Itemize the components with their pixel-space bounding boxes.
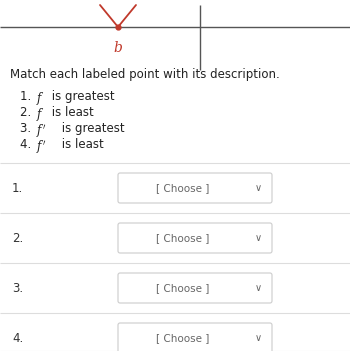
Text: $f'$: $f'$ <box>36 138 46 155</box>
Text: ∨: ∨ <box>254 183 261 193</box>
FancyBboxPatch shape <box>118 323 272 351</box>
Text: ∨: ∨ <box>254 333 261 343</box>
Text: $f$: $f$ <box>36 106 45 123</box>
Text: [ Choose ]: [ Choose ] <box>156 283 210 293</box>
FancyBboxPatch shape <box>118 173 272 203</box>
Text: $f$: $f$ <box>36 90 45 107</box>
Text: is least: is least <box>58 138 104 151</box>
Text: ∨: ∨ <box>254 283 261 293</box>
Text: is greatest: is greatest <box>48 90 115 103</box>
FancyBboxPatch shape <box>118 273 272 303</box>
Text: [ Choose ]: [ Choose ] <box>156 233 210 243</box>
Text: 2.: 2. <box>20 106 35 119</box>
Text: [ Choose ]: [ Choose ] <box>156 333 210 343</box>
Text: $f'$: $f'$ <box>36 122 46 139</box>
FancyBboxPatch shape <box>118 223 272 253</box>
Text: is least: is least <box>48 106 94 119</box>
Text: 4.: 4. <box>12 331 23 344</box>
Text: 4.: 4. <box>20 138 35 151</box>
Text: [ Choose ]: [ Choose ] <box>156 183 210 193</box>
Text: b: b <box>113 41 122 55</box>
Text: 3.: 3. <box>20 122 35 135</box>
Text: 3.: 3. <box>12 282 23 294</box>
Text: 1.: 1. <box>12 181 23 194</box>
Text: ∨: ∨ <box>254 233 261 243</box>
Text: 2.: 2. <box>12 232 23 245</box>
Text: 1.: 1. <box>20 90 35 103</box>
Text: is greatest: is greatest <box>58 122 125 135</box>
Text: Match each labeled point with its description.: Match each labeled point with its descri… <box>10 68 280 81</box>
